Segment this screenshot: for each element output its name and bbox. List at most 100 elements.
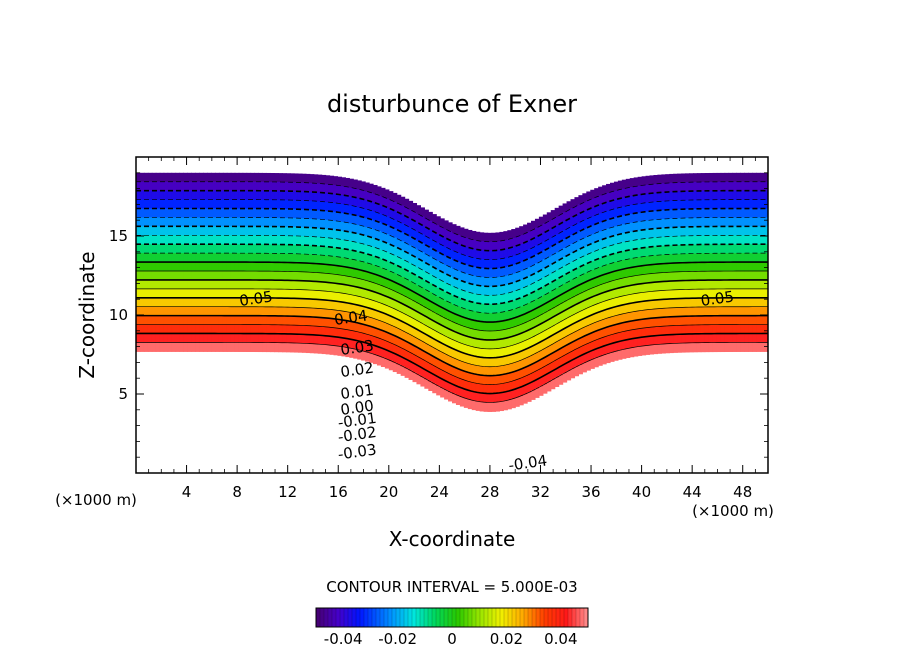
contour-band-cell [586, 200, 591, 210]
contour-band-cell [262, 280, 267, 290]
contour-band-cell [412, 310, 418, 320]
contour-band-cell [369, 192, 374, 203]
contour-band-cell [554, 368, 560, 379]
contour-band-cell [234, 271, 240, 281]
contour-band-cell [475, 249, 481, 260]
contour-band-cell [716, 181, 722, 192]
contour-band-cell [392, 264, 398, 274]
contour-band-cell [499, 321, 504, 331]
contour-band-cell [673, 298, 678, 309]
contour-band-cell [234, 288, 240, 299]
contour-band-cell [720, 297, 726, 308]
contour-band-cell [203, 253, 208, 263]
contour-band-cell [661, 335, 666, 345]
contour-band-cell [211, 342, 216, 352]
contour-band-cell [570, 288, 576, 298]
contour-band-cell [669, 289, 674, 300]
contour-band-cell [262, 244, 267, 254]
contour-band-cell [254, 235, 260, 245]
contour-band-cell [459, 334, 465, 345]
contour-band-cell [519, 297, 524, 308]
contour-band-cell [139, 172, 145, 183]
contour-band-cell [207, 217, 212, 227]
contour-band-cell [594, 322, 599, 332]
contour-band-cell [550, 219, 556, 229]
contour-band-cell [301, 173, 307, 184]
contour-band-cell [424, 307, 429, 318]
contour-band-cell [136, 253, 141, 263]
contour-band-cell [195, 342, 200, 352]
contour-band-cell [250, 342, 256, 352]
contour-band-cell [313, 201, 319, 211]
contour-band-cell [590, 189, 595, 200]
contour-band-cell [570, 252, 576, 263]
contour-band-cell [242, 262, 248, 272]
contour-band-cell [503, 257, 508, 268]
contour-band-cell [373, 193, 378, 204]
contour-band-cell [511, 398, 516, 409]
contour-band-cell [479, 375, 485, 385]
contour-band-cell [586, 245, 591, 255]
contour-band-cell [286, 235, 291, 246]
contour-band-cell [155, 270, 161, 281]
contour-band-cell [764, 342, 768, 352]
contour-band-cell [467, 238, 473, 249]
contour-band-cell [333, 229, 339, 240]
contour-band-cell [305, 281, 311, 291]
contour-band-cell [692, 333, 698, 344]
contour-band-cell [286, 253, 291, 264]
contour-band-cell [582, 282, 587, 293]
contour-band-cell [685, 253, 690, 264]
contour-band-cell [760, 324, 765, 335]
contour-band-cell [159, 190, 165, 201]
contour-band-cell [645, 202, 651, 213]
contour-band-cell [610, 298, 615, 309]
contour-band-cell [171, 342, 177, 352]
contour-band-cell [653, 246, 658, 256]
contour-band-cell [523, 376, 528, 386]
contour-band-cell [313, 227, 319, 238]
colorbar-cell [464, 608, 469, 627]
contour-band-cell [274, 253, 279, 263]
contour-band-cell [432, 249, 437, 260]
contour-band-cell [661, 263, 666, 274]
contour-band-cell [507, 248, 512, 258]
contour-band-cell [487, 259, 493, 270]
contour-band-cell [262, 262, 267, 272]
contour-band-cell [341, 293, 346, 303]
contour-band-cell [562, 274, 568, 285]
contour-band-cell [613, 297, 619, 308]
contour-band-cell [491, 250, 497, 261]
contour-band-cell [578, 213, 583, 223]
contour-band-cell [531, 238, 536, 249]
contour-band-cell [317, 308, 323, 319]
contour-band-cell [412, 256, 418, 267]
contour-band-cell [732, 315, 737, 326]
contour-band-cell [732, 226, 737, 236]
contour-band-cell [183, 333, 188, 344]
contour-band-cell [250, 333, 256, 344]
contour-band-cell [337, 301, 342, 312]
contour-band-cell [471, 266, 477, 277]
contour-band-cell [388, 253, 394, 264]
contour-band-cell [455, 377, 461, 388]
contour-band-cell [203, 244, 208, 254]
contour-band-cell [483, 393, 489, 403]
contour-band-cell [440, 227, 445, 237]
contour-band-cell [353, 188, 358, 198]
x-tick-label: 20 [379, 483, 398, 501]
contour-band-cell [534, 236, 540, 247]
contour-band-cell [554, 332, 560, 343]
contour-band-cell [708, 208, 714, 219]
contour-band-cell [491, 339, 497, 350]
contour-band-cell [665, 334, 670, 345]
contour-band-cell [420, 323, 425, 333]
contour-band-cell [187, 262, 192, 272]
contour-band-cell [199, 199, 204, 210]
contour-band-cell [566, 317, 572, 327]
contour-band-cell [238, 190, 244, 201]
contour-band-cell [151, 342, 157, 352]
contour-band-cell [538, 243, 544, 253]
contour-band-cell [483, 295, 489, 305]
contour-band-cell [724, 271, 730, 281]
